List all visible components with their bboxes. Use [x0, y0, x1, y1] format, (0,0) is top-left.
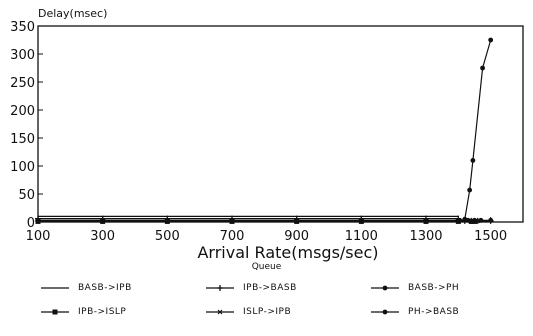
legend-label: IPB->ISLP [78, 307, 127, 317]
legend-item: IPB->ISLP [40, 304, 126, 320]
x-tick-label: 900 [284, 229, 309, 244]
line-chart: Delay(msec) Arrival Rate(msgs/sec) 0 50 10… [10, 7, 524, 262]
legend-item: PH->BASB [370, 304, 459, 320]
y-tick-label: 0 [27, 216, 35, 231]
data-point [470, 158, 476, 163]
legend-swatch [371, 285, 399, 291]
data-point [468, 218, 475, 224]
data-point [474, 218, 481, 224]
data-point [455, 218, 462, 224]
legend-item: ISLP->IPB [205, 304, 291, 320]
legend-label: ISLP->IPB [243, 307, 292, 317]
y-tick-label: 50 [18, 188, 35, 203]
data-point [480, 65, 485, 71]
data-point [488, 37, 494, 43]
y-tick-label: 100 [10, 160, 35, 175]
x-tick-label: 300 [90, 229, 115, 244]
data-point [467, 187, 473, 193]
plot-frame [37, 25, 524, 223]
y-tick-label: 350 [10, 20, 35, 35]
legend-label: PH->BASB [408, 307, 460, 317]
y-tick-label: 200 [10, 104, 35, 119]
legend-swatch [206, 309, 234, 315]
data-point [164, 218, 171, 224]
legend-label: BASB->PH [408, 283, 460, 293]
y-axis-label: Delay(msec) [38, 7, 107, 20]
data-point [35, 218, 41, 224]
x-tick-label: 500 [155, 229, 180, 244]
data-point [229, 218, 235, 224]
data-point [99, 218, 106, 224]
series-5 [462, 37, 494, 222]
series-layer [35, 37, 494, 224]
data-point [217, 309, 223, 315]
y-axis-ticks: 0 50 100 150 200 250 300 350 [10, 20, 43, 231]
data-point [217, 285, 223, 291]
y-tick-label: 300 [10, 48, 35, 63]
legend-label: IPB->BASB [243, 283, 297, 293]
legend-item: BASB->PH [370, 280, 459, 296]
series-line [464, 39, 492, 220]
x-tick-label: 700 [220, 229, 245, 244]
data-point [382, 285, 388, 291]
legend-swatch [371, 309, 399, 315]
x-tick-label: 1500 [474, 229, 507, 244]
x-axis-label: Arrival Rate(msgs/sec) [197, 243, 378, 262]
data-point [358, 218, 365, 224]
legend-title: Queue [251, 262, 282, 272]
x-tick-label: 100 [26, 229, 51, 244]
data-point [382, 309, 388, 315]
data-point [488, 217, 494, 223]
data-point [293, 218, 300, 224]
legend: BASB->IPB IPB->BASB BASB->PH IPB->ISLP ISLP-… [40, 280, 510, 334]
data-point [462, 216, 468, 222]
legend-label: BASB->IPB [78, 283, 132, 293]
x-tick-label: 1100 [345, 229, 378, 244]
data-point [423, 218, 429, 224]
legend-item: BASB->IPB [40, 280, 132, 296]
legend-swatch [206, 285, 234, 291]
legend-swatch [41, 287, 69, 289]
x-tick-label: 1300 [409, 229, 442, 244]
legend-item: IPB->BASB [205, 280, 297, 296]
data-point [52, 309, 58, 315]
legend-swatch [41, 309, 69, 315]
y-tick-label: 250 [10, 76, 35, 91]
y-tick-label: 150 [10, 132, 35, 147]
